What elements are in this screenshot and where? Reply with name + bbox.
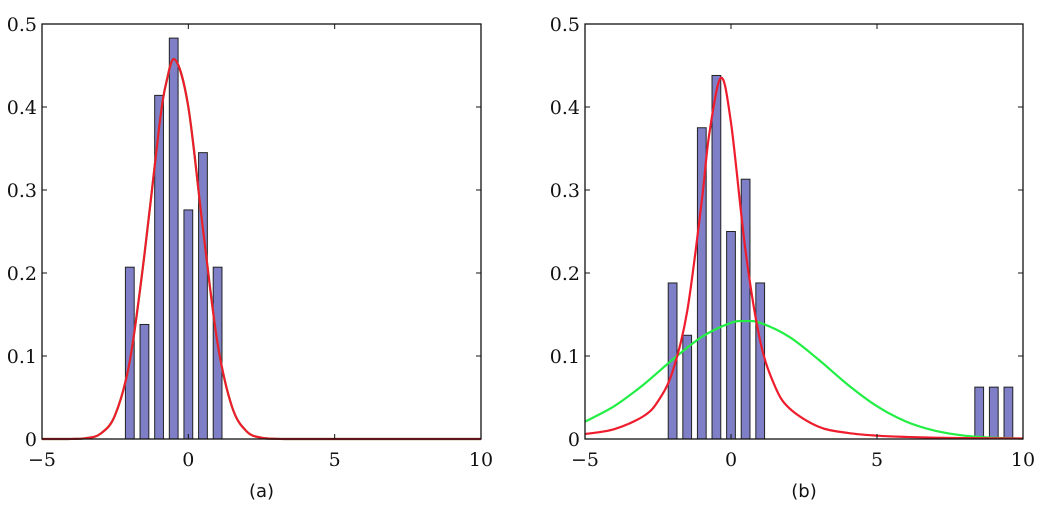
curve-green: [584, 319, 1024, 440]
curve-green: [41, 57, 481, 441]
histogram-bar: [974, 386, 985, 440]
histogram-bar: [755, 282, 766, 440]
axes-frame: [41, 23, 482, 440]
y-tick-label: 0.2: [7, 263, 37, 285]
histogram-bar: [124, 266, 135, 440]
x-tick-label: 10: [1011, 449, 1035, 471]
y-tick-label: 0.1: [550, 346, 580, 368]
histogram-bar: [212, 266, 223, 440]
panel-caption: (b): [791, 481, 816, 502]
x-tick-label: 0: [182, 449, 194, 471]
y-tick-label: 0.1: [7, 346, 37, 368]
histogram-bar: [711, 74, 722, 440]
histogram-bar: [183, 209, 194, 440]
y-tick-label: 0.4: [550, 97, 580, 119]
y-tick-label: 0.4: [7, 97, 37, 119]
x-tick-label: 0: [725, 449, 737, 471]
y-tick-label: 0.5: [550, 14, 580, 36]
x-tick-label: −5: [28, 449, 56, 471]
y-tick-label: 0.3: [550, 180, 580, 202]
curve-red: [584, 76, 1024, 440]
y-tick-label: 0.3: [7, 180, 37, 202]
y-tick-label: 0.5: [7, 14, 37, 36]
y-tick-label: 0: [568, 429, 580, 451]
x-tick-label: −5: [571, 449, 599, 471]
y-tick-label: 0: [25, 429, 37, 451]
histogram-bar: [988, 386, 999, 440]
y-tick-label: 0.2: [550, 263, 580, 285]
panel-caption: (a): [249, 481, 274, 502]
histogram-bar: [726, 231, 736, 440]
x-tick-label: 5: [329, 449, 341, 471]
histogram-bar: [1003, 386, 1014, 440]
histogram-bar: [168, 37, 179, 440]
x-tick-label: 5: [871, 449, 883, 471]
x-tick-label: 10: [469, 449, 493, 471]
axes-frame: [584, 23, 1024, 440]
curve-red: [41, 57, 481, 441]
histogram-bar: [139, 323, 150, 440]
